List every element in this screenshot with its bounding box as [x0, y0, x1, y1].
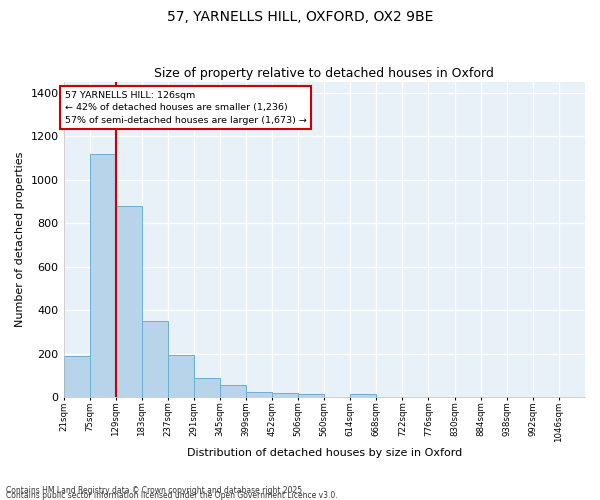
X-axis label: Distribution of detached houses by size in Oxford: Distribution of detached houses by size … — [187, 448, 462, 458]
Bar — [116, 206, 142, 398]
Bar — [246, 392, 272, 398]
Bar — [168, 355, 194, 398]
Bar — [64, 356, 89, 398]
Bar — [298, 394, 324, 398]
Bar — [272, 393, 298, 398]
Text: 57, YARNELLS HILL, OXFORD, OX2 9BE: 57, YARNELLS HILL, OXFORD, OX2 9BE — [167, 10, 433, 24]
Bar — [89, 154, 116, 398]
Text: 57 YARNELLS HILL: 126sqm
← 42% of detached houses are smaller (1,236)
57% of sem: 57 YARNELLS HILL: 126sqm ← 42% of detach… — [65, 91, 307, 125]
Bar — [194, 378, 220, 398]
Y-axis label: Number of detached properties: Number of detached properties — [15, 152, 25, 328]
Bar — [142, 322, 168, 398]
Bar — [220, 386, 246, 398]
Text: Contains public sector information licensed under the Open Government Licence v3: Contains public sector information licen… — [6, 491, 338, 500]
Title: Size of property relative to detached houses in Oxford: Size of property relative to detached ho… — [154, 66, 494, 80]
Bar — [350, 394, 376, 398]
Text: Contains HM Land Registry data © Crown copyright and database right 2025.: Contains HM Land Registry data © Crown c… — [6, 486, 305, 495]
